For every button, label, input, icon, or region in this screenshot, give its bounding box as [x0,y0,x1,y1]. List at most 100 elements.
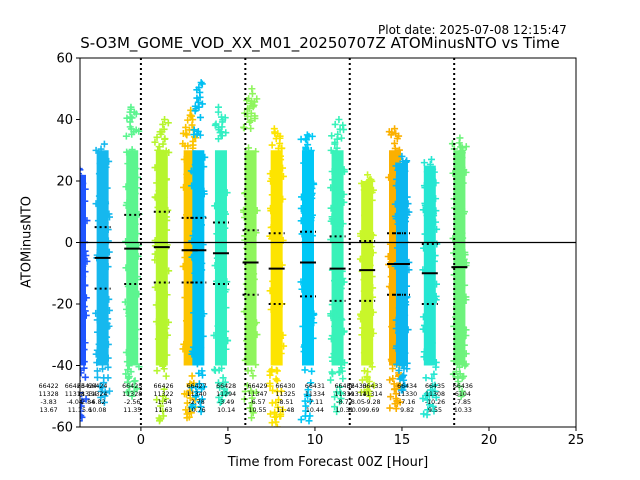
data-point [397,204,405,212]
data-point [305,204,313,212]
data-point [180,155,188,163]
data-point [223,278,231,286]
data-point [99,210,107,218]
data-point [121,298,129,306]
data-point [341,359,349,367]
data-point [222,327,230,335]
data-point [457,217,465,225]
data-point [129,155,137,163]
data-point [195,103,203,111]
data-point [92,146,100,154]
data-point [81,197,89,205]
data-point [247,100,255,108]
data-point [200,163,208,171]
x-tick-label: 25 [568,433,585,448]
data-point [245,144,253,152]
data-point [453,283,461,291]
data-point [330,237,338,245]
data-point [303,131,311,139]
data-point [195,84,203,92]
data-point [100,140,108,148]
data-point [186,111,194,119]
y-tick-label: 60 [56,52,73,67]
data-point [429,391,437,399]
data-point [297,217,305,225]
data-point [277,387,285,395]
data-point [271,408,279,416]
data-point [130,255,138,263]
data-point [187,167,195,175]
data-point [97,240,105,248]
annotation-text: 9.69 [365,407,379,414]
data-point [459,210,467,218]
data-point [340,190,348,198]
data-point [94,328,102,336]
annotation-text: 66433 [347,383,367,390]
data-point [122,305,130,313]
data-point [188,112,196,120]
data-point [302,244,310,252]
data-point [95,340,103,348]
data-point [73,312,80,319]
data-point [401,311,409,319]
data-point [428,339,436,347]
data-point [400,251,408,259]
data-point [429,210,437,218]
data-point [431,252,439,260]
data-point [184,116,192,124]
data-point [246,404,254,412]
data-point [128,392,136,400]
y-tick-label: 20 [56,175,73,190]
data-point [388,323,396,331]
data-point [151,283,159,291]
data-point [332,155,340,163]
y-tick-label: 0 [65,236,73,251]
data-point [306,397,314,405]
data-point [301,366,309,374]
data-point [395,172,403,180]
data-point [80,245,83,248]
data-point [456,159,464,167]
data-point [181,142,189,150]
data-point [81,281,89,289]
data-point [452,313,460,321]
data-point [423,211,431,219]
data-point [336,383,344,391]
data-point [327,184,335,192]
data-point [430,407,438,415]
data-point [221,385,229,393]
data-point [127,302,135,310]
data-point [104,237,112,245]
data-point [458,154,466,162]
data-point [122,348,130,356]
data-point [181,254,189,262]
data-point [100,150,108,158]
annotation-text: 11.48 [276,407,294,414]
data-point [180,183,188,191]
data-point [123,148,131,156]
annotation-text: 11.35 [123,407,141,414]
data-point [450,249,458,257]
data-point [122,132,130,140]
x-axis-label: Time from Forecast 00Z [Hour] [227,455,429,470]
data-point [156,417,164,425]
data-point [331,322,339,330]
data-point [389,375,397,383]
data-point [303,151,311,159]
data-point [431,387,439,395]
data-point [97,291,105,299]
y-axis-label: ATOMinusNTO [19,195,35,289]
data-point [104,363,112,371]
data-point [80,364,88,372]
data-point [197,221,205,229]
data-point [331,120,339,128]
data-point [451,204,459,212]
data-point [220,389,228,397]
data-point [327,204,335,212]
data-point [333,144,341,152]
data-point [310,180,318,188]
data-point [104,263,112,271]
data-point [307,379,315,387]
